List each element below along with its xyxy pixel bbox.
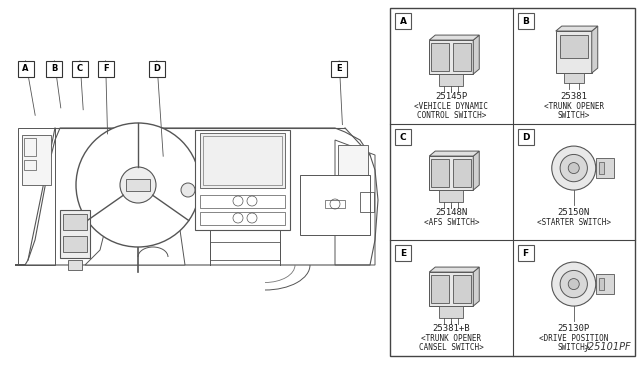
Text: A: A: [399, 16, 406, 26]
Polygon shape: [429, 267, 479, 272]
Bar: [126, 179, 150, 191]
Bar: [68, 260, 82, 270]
Text: B: B: [51, 64, 58, 73]
Text: SWITCH>: SWITCH>: [557, 111, 590, 120]
Bar: [332, 61, 348, 77]
Circle shape: [181, 183, 195, 197]
Bar: [300, 175, 370, 235]
Text: C: C: [400, 132, 406, 141]
Text: E: E: [400, 248, 406, 257]
Bar: [431, 159, 449, 187]
Bar: [24, 160, 36, 170]
Bar: [395, 13, 411, 29]
Polygon shape: [429, 272, 473, 306]
Bar: [63, 214, 87, 230]
Bar: [556, 31, 592, 73]
Bar: [200, 195, 285, 208]
Bar: [453, 275, 471, 303]
Bar: [599, 278, 604, 290]
Bar: [439, 190, 463, 202]
Polygon shape: [473, 151, 479, 190]
Text: B: B: [522, 16, 529, 26]
Circle shape: [76, 123, 200, 247]
Text: <VEHICLE DYNAMIC: <VEHICLE DYNAMIC: [414, 102, 488, 111]
Text: SWITCH>: SWITCH>: [557, 343, 590, 352]
Text: D: D: [154, 64, 160, 73]
Polygon shape: [429, 40, 473, 74]
Bar: [47, 61, 63, 77]
Bar: [439, 306, 463, 318]
Polygon shape: [592, 26, 598, 73]
Text: CANSEL SWITCH>: CANSEL SWITCH>: [419, 343, 484, 352]
Bar: [431, 43, 449, 71]
Text: 25381+B: 25381+B: [433, 324, 470, 333]
Text: 25150N: 25150N: [557, 208, 590, 217]
Polygon shape: [429, 151, 479, 156]
Bar: [439, 74, 463, 86]
Text: C: C: [77, 64, 83, 73]
Bar: [390, 8, 635, 356]
Bar: [325, 200, 345, 208]
Circle shape: [560, 154, 588, 182]
Bar: [24, 138, 36, 156]
Bar: [98, 61, 114, 77]
Bar: [518, 129, 534, 145]
Bar: [518, 13, 534, 29]
Text: <TRUNK OPENER: <TRUNK OPENER: [421, 334, 481, 343]
Polygon shape: [473, 267, 479, 306]
Polygon shape: [85, 230, 185, 265]
Text: 25148N: 25148N: [435, 208, 467, 217]
Bar: [210, 242, 280, 260]
Bar: [596, 274, 614, 294]
Bar: [431, 275, 449, 303]
Text: F: F: [103, 64, 108, 73]
Bar: [195, 130, 290, 230]
Bar: [564, 73, 584, 83]
Polygon shape: [556, 26, 598, 31]
Text: J25101PF: J25101PF: [586, 342, 631, 352]
Text: 25381: 25381: [560, 92, 587, 101]
Bar: [203, 136, 282, 185]
Polygon shape: [473, 35, 479, 74]
Circle shape: [568, 279, 579, 289]
Text: CONTROL SWITCH>: CONTROL SWITCH>: [417, 111, 486, 120]
Text: <AFS SWITCH>: <AFS SWITCH>: [424, 218, 479, 227]
Bar: [395, 245, 411, 261]
Bar: [63, 236, 87, 252]
Text: <STARTER SWITCH>: <STARTER SWITCH>: [537, 218, 611, 227]
Bar: [560, 35, 588, 58]
Bar: [60, 210, 90, 258]
Text: A: A: [22, 64, 29, 73]
Circle shape: [552, 262, 596, 306]
Bar: [518, 245, 534, 261]
Polygon shape: [429, 35, 479, 40]
Text: F: F: [522, 248, 529, 257]
Bar: [22, 135, 51, 185]
Circle shape: [552, 146, 596, 190]
Bar: [18, 61, 34, 77]
Circle shape: [568, 163, 579, 174]
Bar: [360, 192, 374, 212]
Bar: [599, 162, 604, 174]
Text: <TRUNK OPENER: <TRUNK OPENER: [544, 102, 604, 111]
Bar: [395, 129, 411, 145]
Bar: [453, 43, 471, 71]
Text: 25145P: 25145P: [435, 92, 467, 101]
Polygon shape: [429, 156, 473, 190]
Bar: [200, 133, 285, 188]
Bar: [338, 145, 368, 175]
Bar: [72, 61, 88, 77]
Text: 25130P: 25130P: [557, 324, 590, 333]
Bar: [200, 212, 285, 225]
Bar: [453, 159, 471, 187]
Bar: [596, 158, 614, 178]
Circle shape: [560, 270, 588, 298]
Text: D: D: [522, 132, 529, 141]
Bar: [149, 61, 165, 77]
Polygon shape: [15, 128, 378, 265]
Circle shape: [120, 167, 156, 203]
Text: <DRIVE POSITION: <DRIVE POSITION: [539, 334, 609, 343]
Text: E: E: [337, 64, 342, 73]
